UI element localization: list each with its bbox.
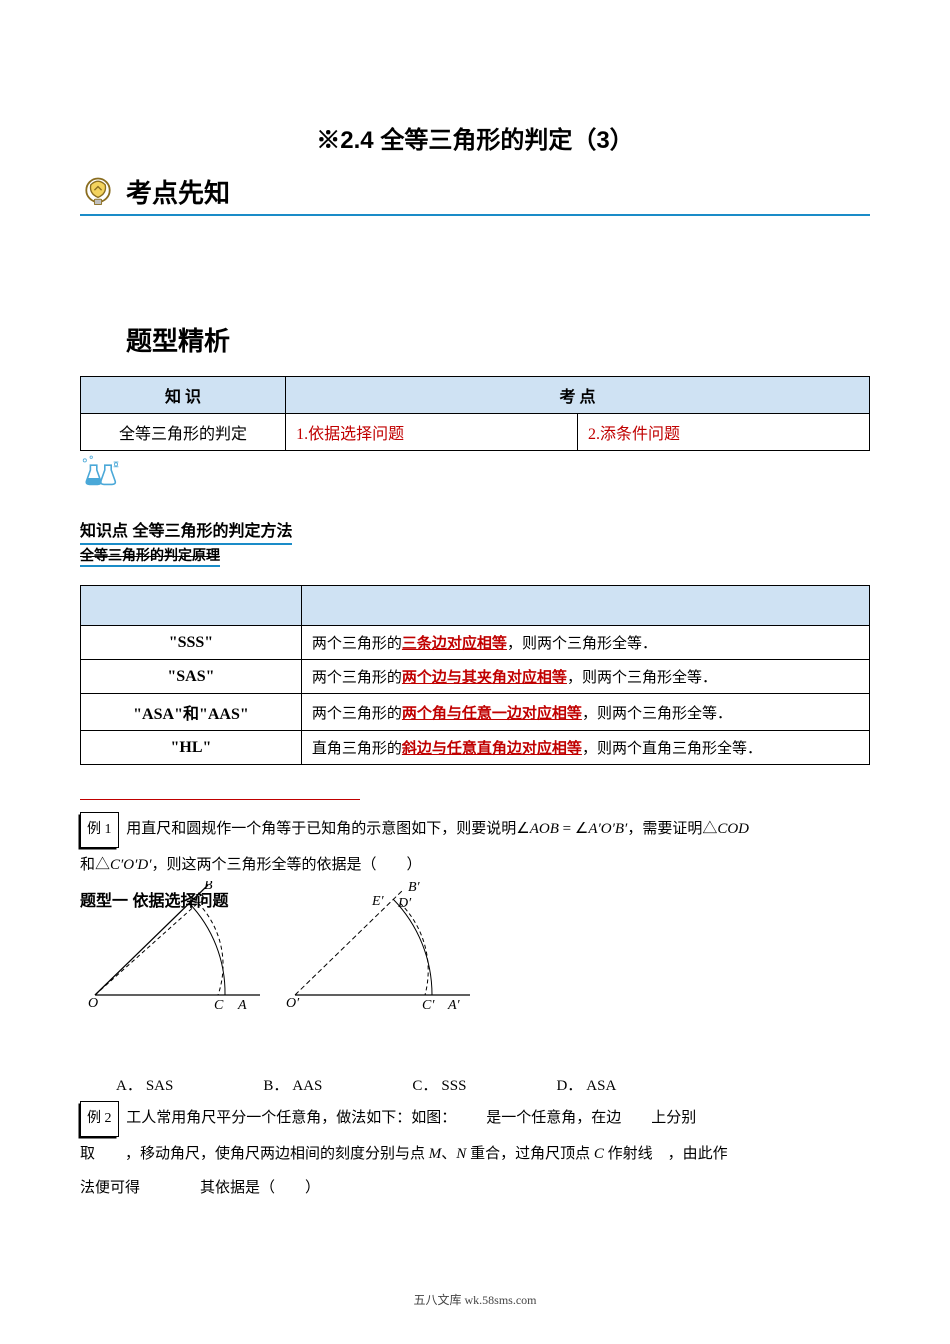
svg-text:B: B (204, 881, 213, 893)
congruence-methods-table: "SSS" 两个三角形的三条边对应相等，则两个三角形全等． "SAS" 两个三角… (80, 585, 870, 765)
svg-text:C: C (214, 998, 224, 1011)
t2-r1-name: "SSS" (81, 626, 302, 660)
t2-h1 (81, 586, 302, 626)
flask-decoration (80, 453, 870, 487)
svg-text:B′: B′ (408, 881, 421, 895)
page-footer: 五八文库 wk.58sms.com (0, 1291, 950, 1308)
example-2: 例 2 工人常用角尺平分一个任意角，做法如下：如图： 是一个任意角，在边 上分别… (80, 1101, 870, 1206)
example-1: 例 1 用直尺和圆规作一个角等于已知角的示意图如下，则要说明∠AOB = ∠A′… (80, 812, 870, 883)
t1-row-label: 全等三角形的判定 (81, 414, 286, 451)
angle-diagram-right: O′ C′ A′ D′ E′ B′ (280, 881, 480, 1011)
flask-icon (80, 453, 120, 487)
svg-text:D′: D′ (397, 896, 412, 911)
t1-header-2: 考 点 (286, 377, 870, 414)
t2-r2-desc: 两个三角形的两个边与其夹角对应相等，则两个三角形全等． (301, 660, 869, 694)
angle-diagram-left: O C A D B (80, 881, 270, 1011)
t2-r3-name: "ASA"和"AAS" (81, 694, 302, 731)
page-title: ※2.4 全等三角形的判定（3） (80, 120, 870, 155)
t2-r3-desc: 两个三角形的两个角与任意一边对应相等，则两个三角形全等． (301, 694, 869, 731)
svg-text:C′: C′ (422, 998, 435, 1011)
t1-header-1: 知 识 (81, 377, 286, 414)
red-divider (80, 799, 360, 800)
t2-h2 (301, 586, 869, 626)
option-d: D．ASA (556, 1074, 616, 1095)
section-banner-tixing: 题型精析 (80, 321, 870, 362)
t2-r4-name: "HL" (81, 731, 302, 765)
example-1-box: 例 1 (80, 812, 119, 848)
bulb-icon (80, 174, 116, 210)
example-2-box: 例 2 (80, 1101, 119, 1137)
exam-points-table: 知 识 考 点 全等三角形的判定 1.依据选择问题 2.添条件问题 (80, 376, 870, 451)
svg-text:O: O (88, 996, 98, 1011)
t2-r2-name: "SAS" (81, 660, 302, 694)
section-label-1: 考点先知 (126, 173, 230, 210)
diagram-area: 题型一 依据选择问题 O C A D B O′ C′ A′ D′ E′ B′ (80, 889, 870, 1019)
kp-heading-text: 知识点 全等三角形的判定方法 (80, 517, 292, 545)
option-a: A．SAS (116, 1074, 173, 1095)
option-b: B．AAS (263, 1074, 322, 1095)
example-1-options: A．SAS B．AAS C．SSS D．ASA (116, 1074, 870, 1095)
t1-cell-1: 1.依据选择问题 (286, 414, 578, 451)
t2-r1-desc: 两个三角形的三条边对应相等，则两个三角形全等． (301, 626, 869, 660)
section-label-2: 题型精析 (126, 321, 230, 358)
svg-text:O′: O′ (286, 996, 300, 1011)
section-banner-kaodian: 考点先知 (80, 173, 870, 216)
knowledge-heading: 知识点 全等三角形的判定方法 全等三角形的判定原理 (80, 487, 870, 567)
t2-r4-desc: 直角三角形的斜边与任意直角边对应相等，则两个直角三角形全等． (301, 731, 869, 765)
option-c: C．SSS (412, 1074, 466, 1095)
svg-text:A′: A′ (447, 998, 461, 1011)
kp-sub-text: 全等三角形的判定原理 (80, 545, 220, 567)
t1-cell-2: 2.添条件问题 (578, 414, 870, 451)
svg-text:D: D (193, 892, 204, 907)
svg-text:E′: E′ (371, 894, 385, 909)
svg-text:A: A (237, 998, 247, 1011)
